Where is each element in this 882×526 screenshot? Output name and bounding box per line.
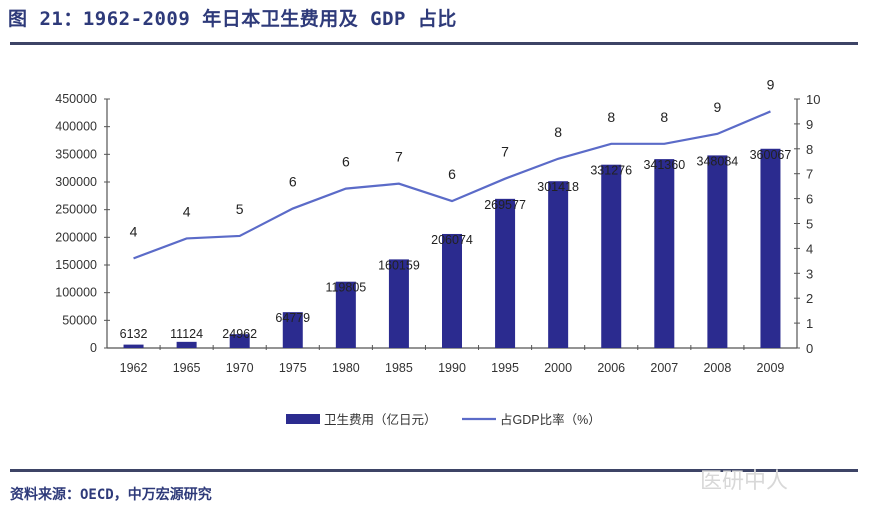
left-tick-label: 0 [90, 341, 97, 355]
right-tick-label: 8 [806, 142, 813, 157]
legend-line-label: 占GDP比率（%） [500, 412, 601, 427]
right-tick-label: 6 [806, 192, 813, 207]
line-data-label: 6 [342, 154, 350, 170]
source-note: 资料来源：OECD，中万宏源研究 [10, 487, 212, 503]
bar [388, 259, 409, 348]
bar [442, 233, 462, 348]
legend-bar-label: 卫生费用（亿日元） [324, 412, 437, 427]
watermark: 医研中人 [700, 469, 789, 494]
bar [707, 155, 728, 348]
x-tick-label: 1980 [332, 361, 360, 375]
line-data-label: 4 [183, 203, 191, 219]
x-tick-label: 1975 [279, 361, 307, 375]
right-tick-label: 0 [806, 341, 813, 356]
bar [335, 281, 356, 348]
bar-data-label: 301418 [537, 180, 579, 194]
x-tick-label: 2000 [544, 361, 572, 375]
x-tick-labels: 1962 1965 1970 1975 1980 1985 1990 1995 2000 2006… [120, 361, 785, 375]
x-tick-label: 2007 [650, 361, 678, 375]
bar [760, 148, 781, 348]
right-tick-label: 9 [806, 117, 813, 132]
bar-data-label: 11124 [170, 327, 203, 341]
line-data-label: 9 [713, 99, 721, 115]
line-data-label: 6 [448, 166, 456, 182]
title-divider [10, 42, 858, 45]
left-tick-label: 350000 [55, 147, 97, 161]
line-labels: 4 4 5 6 6 7 6 7 8 8 8 9 9 [130, 76, 775, 239]
line-data-label: 9 [767, 76, 775, 92]
right-tick-label: 3 [806, 266, 813, 281]
bar [601, 164, 622, 348]
x-tick-label: 1995 [491, 361, 519, 375]
bar [282, 312, 303, 348]
bar-data-label: 119805 [325, 281, 366, 295]
bar [123, 344, 144, 348]
legend-bar-swatch [286, 414, 320, 424]
right-tick-label: 10 [806, 92, 820, 107]
left-tick-label: 300000 [55, 175, 97, 189]
x-tick-label: 2009 [757, 361, 785, 375]
x-tick-label: 1962 [120, 361, 148, 375]
figure-title: 图 21：1962-2009 年日本卫生费用及 GDP 占比 [8, 8, 457, 30]
bars [123, 148, 781, 348]
bar-data-label: 269577 [484, 198, 526, 212]
bar-data-label: 206074 [431, 233, 473, 247]
bar-data-label: 331276 [590, 164, 632, 178]
axes: 0 50000 100000 150000 200000 250000 300000 3500… [55, 92, 820, 356]
left-tick-label: 100000 [55, 286, 97, 300]
bar-data-label: 360067 [750, 148, 792, 162]
bar-labels: 6132 11124 24962 64779 119805 160159 206074 269… [120, 148, 792, 341]
bar-data-label: 348084 [697, 154, 739, 168]
bar [229, 334, 250, 348]
x-tick-label: 1985 [385, 361, 413, 375]
left-tick-label: 400000 [55, 120, 97, 134]
right-tick-label: 4 [806, 241, 813, 256]
left-tick-label: 150000 [55, 258, 97, 272]
legend: 卫生费用（亿日元） 占GDP比率（%） [286, 412, 601, 427]
x-tick-label: 2006 [597, 361, 625, 375]
x-tick-label: 1965 [173, 361, 201, 375]
line-data-label: 8 [554, 124, 562, 140]
chart: 0 50000 100000 150000 200000 250000 300000 3500… [55, 76, 820, 427]
right-tick-label: 5 [806, 217, 813, 232]
source-divider [10, 469, 858, 472]
line-data-label: 6 [289, 174, 297, 190]
right-tick-label: 7 [806, 167, 813, 182]
bar [548, 181, 569, 348]
line-data-label: 5 [236, 201, 244, 217]
line-series [133, 110, 771, 260]
bar [176, 341, 197, 348]
line-data-label: 4 [130, 223, 138, 239]
x-tick-label: 2008 [703, 361, 731, 375]
bar [495, 198, 516, 348]
bar-data-label: 64779 [275, 311, 310, 325]
line-data-label: 7 [501, 144, 509, 160]
left-tick-label: 200000 [55, 230, 97, 244]
right-tick-label: 1 [806, 316, 813, 331]
x-tick-label: 1970 [226, 361, 254, 375]
bar-data-label: 24962 [222, 327, 257, 341]
bar-data-label: 160159 [378, 258, 420, 272]
line-data-label: 8 [607, 109, 615, 125]
left-tick-label: 50000 [62, 313, 97, 327]
line-data-label: 7 [395, 149, 403, 165]
left-tick-label: 250000 [55, 203, 97, 217]
bar-data-label: 341360 [643, 158, 685, 172]
bar [654, 159, 675, 348]
right-tick-label: 2 [806, 291, 813, 306]
line-data-label: 8 [660, 109, 668, 125]
left-tick-label: 450000 [55, 92, 97, 106]
x-tick-label: 1990 [438, 361, 466, 375]
bar-data-label: 6132 [120, 327, 148, 341]
